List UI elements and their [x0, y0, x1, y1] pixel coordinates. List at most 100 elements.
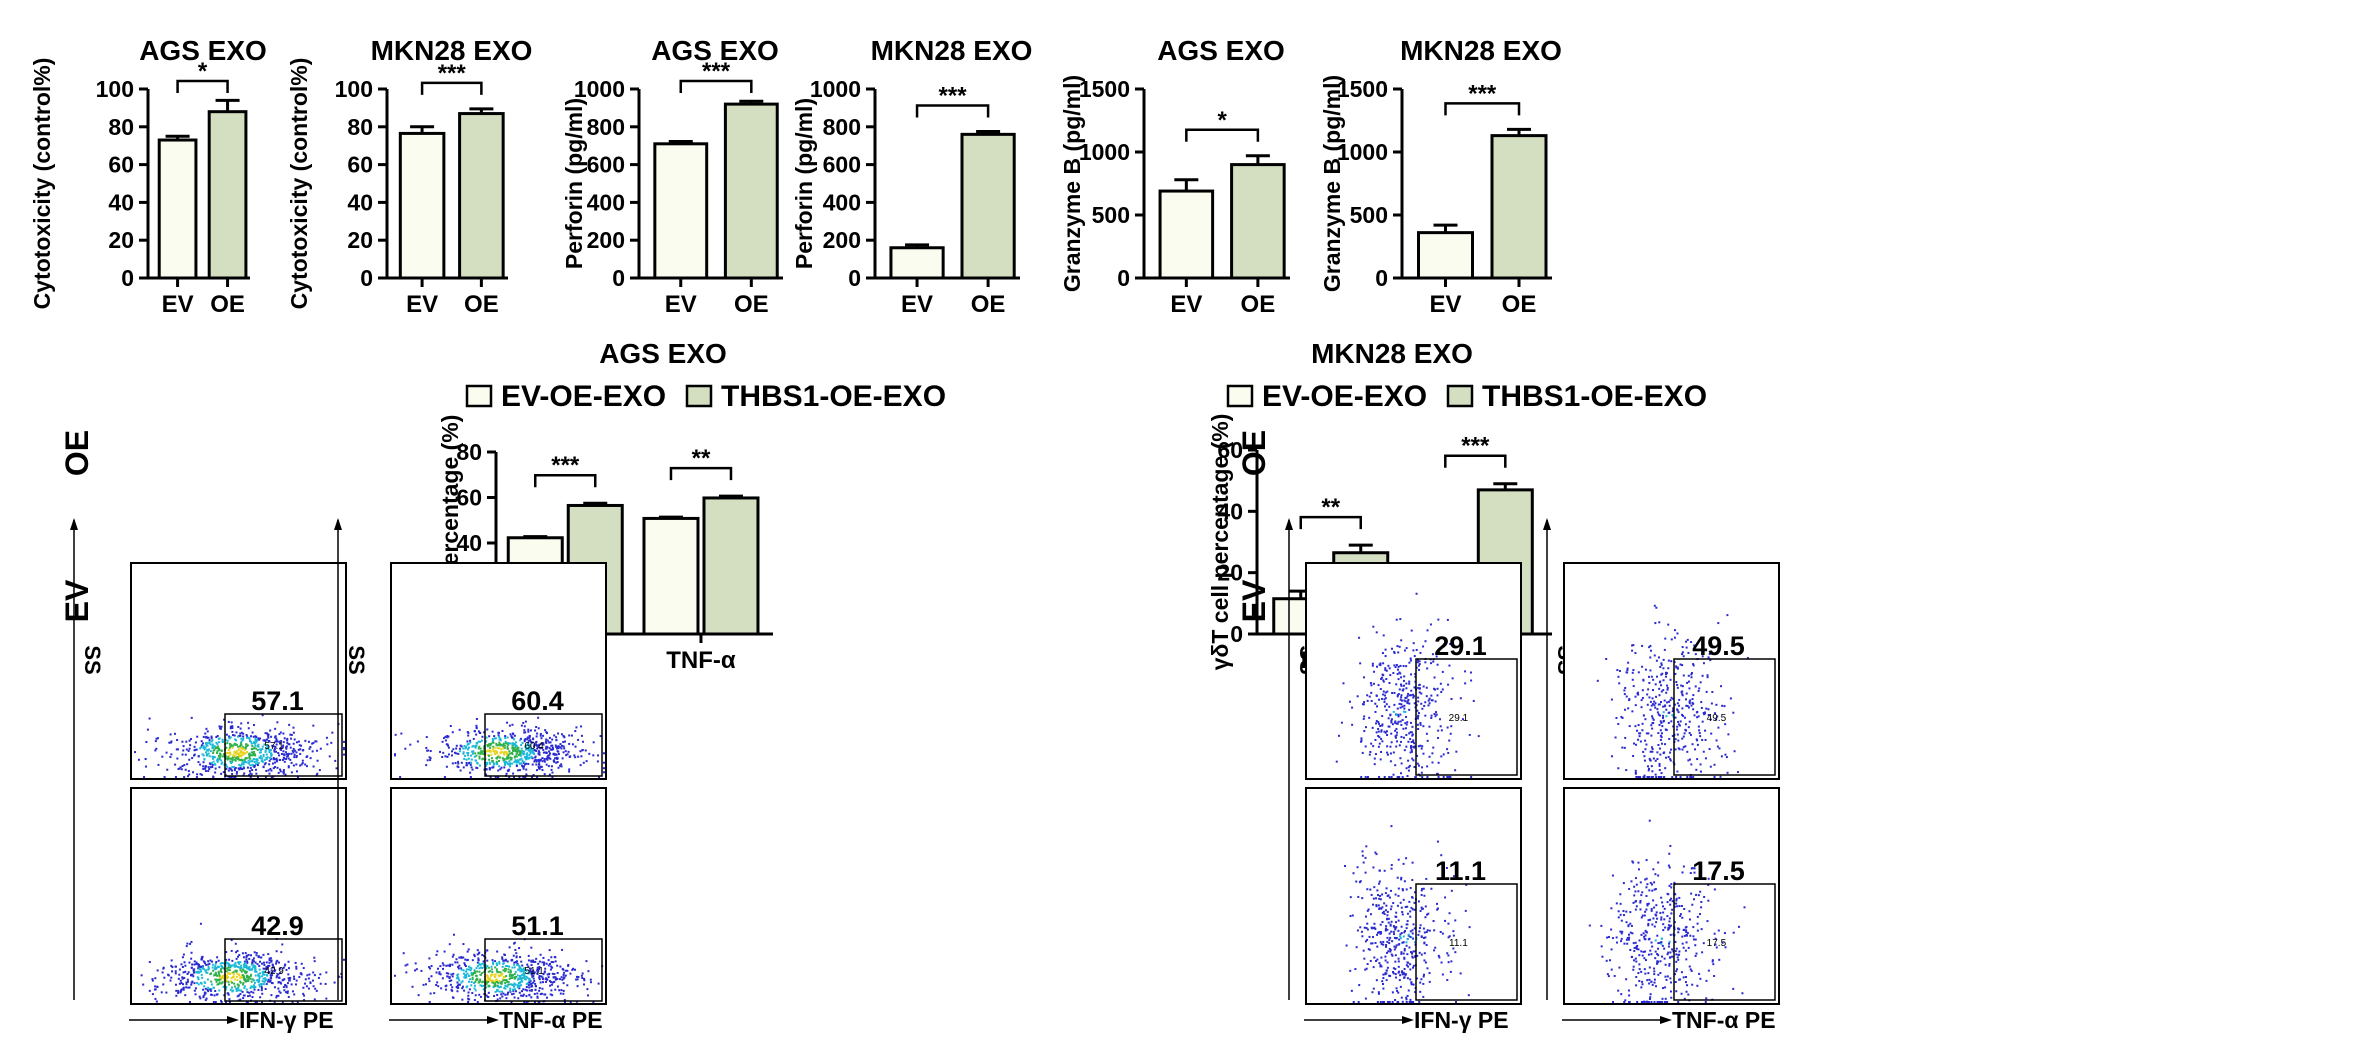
flow-event-dot [1676, 632, 1679, 635]
flow-event-dot [539, 766, 542, 769]
flow-event-dot [1641, 891, 1644, 894]
flow-event-dot [169, 741, 172, 744]
flow-event-dot [1449, 732, 1452, 735]
flow-event-dot [199, 968, 202, 971]
flow-event-dot [549, 757, 552, 760]
flow-event-dot [1405, 998, 1408, 1001]
flow-event-dot [1610, 968, 1613, 971]
flow-event-dot [436, 967, 439, 970]
flow-event-dot [502, 979, 505, 982]
flow-event-dot [240, 737, 243, 740]
flow-event-dot [252, 965, 255, 968]
significance-bracket [915, 104, 990, 118]
flow-event-dot [556, 747, 559, 750]
flow-event-dot [556, 977, 559, 980]
flow-event-dot [1680, 971, 1683, 974]
flow-event-dot [1447, 751, 1450, 754]
flow-event-dot [1396, 713, 1399, 716]
flow-event-dot [560, 747, 563, 750]
flow-event-dot [506, 769, 509, 772]
flow-event-dot [1647, 924, 1650, 927]
flow-event-dot [1417, 664, 1420, 667]
flow-event-dot [1413, 655, 1416, 658]
flow-event-dot [1430, 699, 1433, 702]
flow-event-dot [1659, 738, 1662, 741]
flow-event-dot [1439, 682, 1442, 685]
flow-event-dot [1650, 1001, 1653, 1003]
flow-event-dot [525, 1001, 528, 1003]
y-tick-label: 100 [335, 76, 373, 102]
flow-event-dot [455, 958, 458, 961]
flow-event-dot [557, 753, 560, 756]
flow-event-dot [177, 977, 180, 980]
flow-event-dot [531, 776, 534, 778]
flow-event-dot [485, 981, 488, 984]
flow-event-dot [499, 985, 502, 988]
flow-event-dot [1684, 949, 1687, 952]
flow-event-dot [1636, 729, 1639, 732]
flow-event-dot [525, 985, 528, 988]
flow-event-dot [218, 981, 221, 984]
flow-event-dot [1427, 704, 1430, 707]
flow-event-dot [494, 973, 497, 976]
flow-event-dot [535, 763, 538, 766]
flow-event-dot [278, 976, 281, 979]
flow-event-dot [1659, 665, 1662, 668]
flow-event-dot [202, 735, 205, 738]
flow-event-dot [304, 739, 307, 742]
flow-event-dot [237, 725, 240, 728]
flow-event-dot [253, 761, 256, 764]
flow-event-dot [1433, 713, 1436, 716]
flow-event-dot [1418, 764, 1421, 767]
flow-event-dot [264, 740, 267, 743]
flow-event-dot [451, 731, 454, 734]
flow-event-dot [217, 959, 220, 962]
flow-event-dot [569, 755, 572, 758]
flow-event-dot [1389, 949, 1392, 952]
flow-event-dot [1406, 775, 1409, 778]
flow-event-dot [1692, 663, 1695, 666]
flow-event-dot [1424, 661, 1427, 664]
flow-event-dot [1657, 776, 1660, 778]
flow-event-dot [470, 766, 473, 769]
flow-event-dot [528, 967, 531, 970]
flow-event-dot [1699, 681, 1702, 684]
flow-event-dot [1350, 989, 1353, 992]
flow-event-dot [1653, 925, 1656, 928]
flow-event-dot [471, 978, 474, 981]
flow-event-dot [232, 744, 235, 747]
flow-event-dot [1364, 776, 1367, 778]
flow-plot-oe-0 [130, 562, 347, 780]
flow-event-dot [1647, 919, 1650, 922]
flow-event-dot [287, 977, 290, 980]
flow-event-dot [482, 960, 485, 963]
flow-event-dot [1634, 695, 1637, 698]
flow-event-dot [1404, 700, 1407, 703]
flow-event-dot [269, 957, 272, 960]
flow-event-dot [1668, 963, 1671, 966]
flow-gate [484, 938, 603, 1002]
flow-event-dot [1654, 939, 1657, 942]
flow-event-dot [1379, 898, 1382, 901]
flow-event-dot [579, 750, 582, 753]
flow-event-dot [155, 747, 158, 750]
flow-event-dot [439, 973, 442, 976]
flow-event-dot [219, 727, 222, 730]
flow-event-dot [525, 756, 528, 759]
flow-event-dot [1646, 1001, 1649, 1003]
flow-event-dot [245, 979, 248, 982]
flow-event-dot [1426, 765, 1429, 768]
flow-event-dot [446, 975, 449, 978]
flow-event-dot [1633, 885, 1636, 888]
flow-event-dot [464, 747, 467, 750]
flow-event-dot [1390, 867, 1393, 870]
flow-event-dot [239, 764, 242, 767]
flow-event-dot [226, 756, 229, 759]
flow-event-dot [440, 987, 443, 990]
flow-event-dot [1405, 715, 1408, 718]
flow-event-dot [528, 979, 531, 982]
y-tick-label: 0 [360, 265, 373, 291]
flow-event-dot [504, 740, 507, 743]
flow-event-dot [1442, 753, 1445, 756]
flow-event-dot [1687, 726, 1690, 729]
